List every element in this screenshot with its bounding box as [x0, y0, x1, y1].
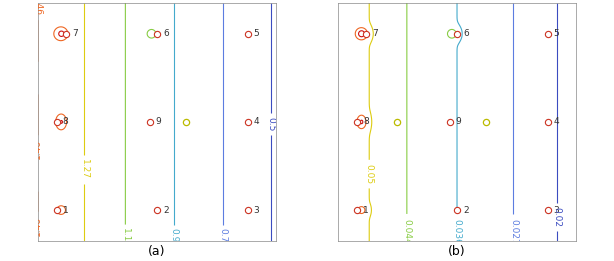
- Text: 1.46: 1.46: [33, 0, 42, 16]
- Text: 1: 1: [363, 206, 368, 215]
- Text: 1.1: 1.1: [121, 228, 130, 243]
- Text: 1.46: 1.46: [33, 139, 42, 159]
- Text: 3: 3: [254, 206, 259, 215]
- Text: 7: 7: [72, 29, 78, 38]
- Text: 1: 1: [63, 206, 69, 215]
- X-axis label: (a): (a): [148, 245, 166, 258]
- Text: 0.036: 0.036: [453, 218, 462, 245]
- Text: 4: 4: [254, 117, 259, 126]
- Text: 0.5: 0.5: [266, 117, 276, 131]
- Text: 3: 3: [553, 206, 559, 215]
- Text: 7: 7: [373, 29, 378, 38]
- Text: 6: 6: [163, 29, 169, 38]
- Text: 5: 5: [553, 29, 559, 38]
- Text: 6: 6: [463, 29, 468, 38]
- Text: 4: 4: [553, 117, 559, 126]
- Text: 8: 8: [363, 117, 368, 126]
- Text: 9: 9: [456, 117, 462, 126]
- Text: 1.46: 1.46: [33, 216, 42, 236]
- Text: 0.7: 0.7: [218, 228, 227, 243]
- Text: 5: 5: [254, 29, 259, 38]
- X-axis label: (b): (b): [448, 245, 466, 258]
- Text: 0.027: 0.027: [509, 219, 518, 244]
- Text: 0.02: 0.02: [553, 207, 562, 227]
- Text: 0.05: 0.05: [365, 164, 374, 184]
- Text: 8: 8: [63, 117, 69, 126]
- Text: 9: 9: [156, 117, 161, 126]
- Text: 2: 2: [463, 206, 468, 215]
- Text: 2: 2: [163, 206, 169, 215]
- Text: 1.27: 1.27: [80, 159, 88, 179]
- Text: 0.9: 0.9: [169, 228, 179, 243]
- Text: 0.044: 0.044: [402, 219, 411, 244]
